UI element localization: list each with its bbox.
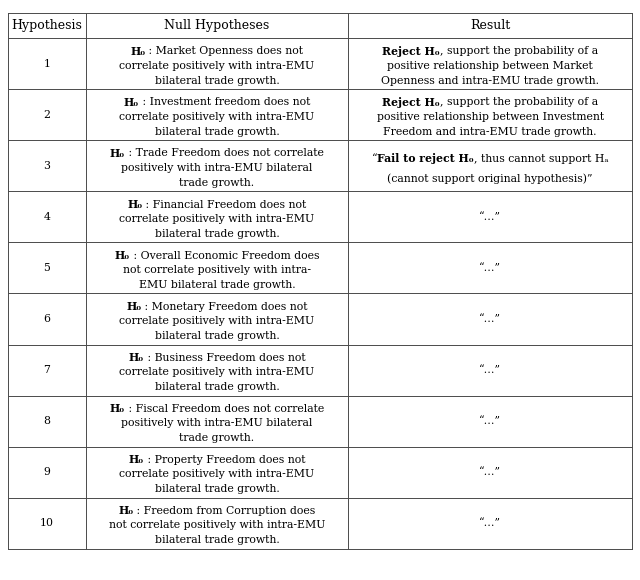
Text: bilateral trade growth.: bilateral trade growth. [154, 75, 279, 86]
Text: : Freedom from Corruption does: : Freedom from Corruption does [133, 506, 316, 516]
Text: “…”: “…” [479, 467, 501, 477]
Text: “…”: “…” [479, 365, 501, 375]
Text: : Property Freedom does not: : Property Freedom does not [144, 455, 305, 465]
Text: positive relationship between Market: positive relationship between Market [387, 61, 593, 71]
Text: correlate positively with intra-EMU: correlate positively with intra-EMU [120, 214, 314, 224]
Text: Reject H₀: Reject H₀ [383, 97, 440, 108]
Text: : Business Freedom does not: : Business Freedom does not [143, 353, 305, 362]
Text: H₀: H₀ [129, 352, 143, 363]
Text: correlate positively with intra-EMU: correlate positively with intra-EMU [120, 469, 314, 479]
Text: “: “ [372, 154, 378, 164]
Text: , support the probability of a: , support the probability of a [440, 46, 598, 56]
Text: bilateral trade growth.: bilateral trade growth. [154, 126, 279, 137]
Text: , thus cannot support Hₐ: , thus cannot support Hₐ [474, 154, 609, 164]
Text: : Trade Freedom does not correlate: : Trade Freedom does not correlate [125, 148, 324, 158]
Text: Reject H₀: Reject H₀ [383, 46, 440, 57]
Text: , support the probability of a: , support the probability of a [440, 97, 598, 107]
Text: positively with intra-EMU bilateral: positively with intra-EMU bilateral [121, 418, 312, 428]
Text: “…”: “…” [479, 263, 501, 273]
Text: “…”: “…” [479, 212, 501, 222]
Text: H₀: H₀ [129, 454, 144, 465]
Text: bilateral trade growth.: bilateral trade growth. [154, 229, 279, 239]
Text: not correlate positively with intra-EMU: not correlate positively with intra-EMU [109, 520, 325, 530]
Text: 8: 8 [44, 416, 50, 426]
Text: positively with intra-EMU bilateral: positively with intra-EMU bilateral [121, 163, 312, 173]
Text: : Monetary Freedom does not: : Monetary Freedom does not [141, 302, 308, 311]
Text: trade growth.: trade growth. [179, 177, 255, 188]
Text: “…”: “…” [479, 416, 501, 426]
Text: : Market Openness does not: : Market Openness does not [145, 46, 303, 56]
Text: Null Hypotheses: Null Hypotheses [164, 19, 269, 32]
Text: H₀: H₀ [110, 148, 125, 159]
Text: : Fiscal Freedom does not correlate: : Fiscal Freedom does not correlate [125, 404, 324, 414]
Text: : Financial Freedom does not: : Financial Freedom does not [142, 200, 307, 209]
Text: H₀: H₀ [131, 46, 145, 57]
Text: bilateral trade growth.: bilateral trade growth. [154, 331, 279, 341]
Text: Hypothesis: Hypothesis [12, 19, 82, 32]
Text: bilateral trade growth.: bilateral trade growth. [154, 484, 279, 494]
Text: : Overall Economic Freedom does: : Overall Economic Freedom does [130, 251, 319, 260]
Text: 4: 4 [44, 212, 50, 222]
Text: Freedom and intra-EMU trade growth.: Freedom and intra-EMU trade growth. [383, 126, 597, 137]
Text: “…”: “…” [479, 518, 501, 528]
Text: 5: 5 [44, 263, 50, 273]
Text: : Investment freedom does not: : Investment freedom does not [139, 97, 310, 107]
Text: bilateral trade growth.: bilateral trade growth. [154, 382, 279, 392]
Text: H₀: H₀ [127, 199, 142, 210]
Text: H₀: H₀ [115, 250, 130, 261]
Text: correlate positively with intra-EMU: correlate positively with intra-EMU [120, 112, 314, 122]
Text: EMU bilateral trade growth.: EMU bilateral trade growth. [139, 280, 295, 290]
Text: correlate positively with intra-EMU: correlate positively with intra-EMU [120, 61, 314, 71]
Text: H₀: H₀ [126, 301, 141, 312]
Text: (cannot support original hypothesis)”: (cannot support original hypothesis)” [387, 174, 593, 184]
Text: 10: 10 [40, 518, 54, 528]
Text: H₀: H₀ [110, 403, 125, 414]
Text: Fail to reject H₀: Fail to reject H₀ [378, 153, 474, 164]
Text: trade growth.: trade growth. [179, 433, 255, 443]
Text: 3: 3 [44, 161, 50, 171]
Text: “…”: “…” [479, 314, 501, 324]
Text: positive relationship between Investment: positive relationship between Investment [377, 112, 604, 122]
Text: H₀: H₀ [124, 97, 139, 108]
Text: not correlate positively with intra-: not correlate positively with intra- [123, 265, 311, 275]
Text: correlate positively with intra-EMU: correlate positively with intra-EMU [120, 316, 314, 326]
Text: 1: 1 [44, 59, 50, 69]
Text: 7: 7 [44, 365, 50, 375]
Text: Result: Result [470, 19, 510, 32]
Text: H₀: H₀ [118, 505, 133, 516]
Text: bilateral trade growth.: bilateral trade growth. [154, 535, 279, 545]
Text: 2: 2 [44, 110, 50, 120]
Text: Openness and intra-EMU trade growth.: Openness and intra-EMU trade growth. [381, 75, 599, 86]
Text: 9: 9 [44, 467, 50, 477]
Text: correlate positively with intra-EMU: correlate positively with intra-EMU [120, 367, 314, 377]
Text: 6: 6 [44, 314, 50, 324]
